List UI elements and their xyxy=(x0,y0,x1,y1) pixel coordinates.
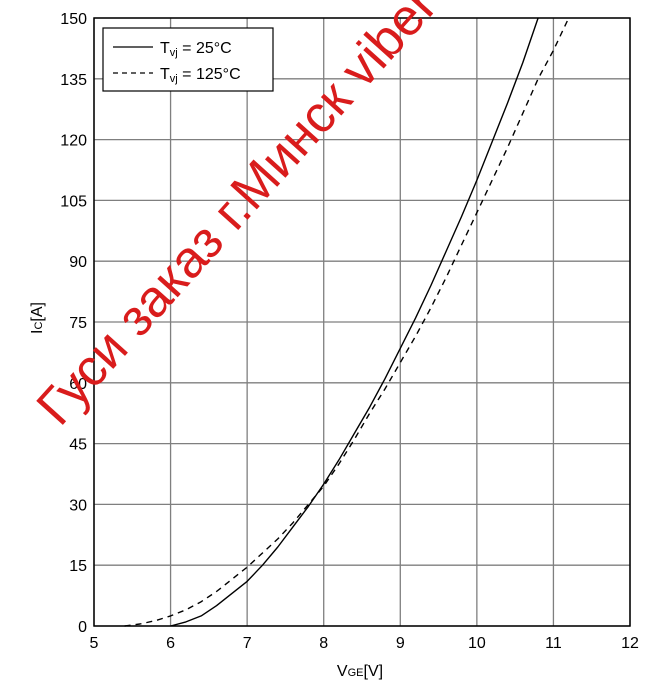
series-line-25c xyxy=(170,17,539,627)
legend-label-125c: Tvj = 125°C xyxy=(160,66,241,85)
y-tick-label: 45 xyxy=(69,437,87,454)
x-tick-label: 10 xyxy=(468,635,486,652)
x-axis-label: VGE[V] xyxy=(337,663,383,680)
y-tick-label: 75 xyxy=(69,315,87,332)
x-tick-label: 9 xyxy=(396,635,405,652)
y-tick-label: 105 xyxy=(60,193,87,210)
y-axis-label: IC[A] xyxy=(29,302,46,334)
y-tick-label: 120 xyxy=(60,133,87,150)
y-tick-label: 15 xyxy=(69,558,87,575)
y-tick-label: 135 xyxy=(60,72,87,89)
y-tick-label: 60 xyxy=(69,376,87,393)
x-tick-label: 12 xyxy=(621,635,639,652)
x-tick-label: 11 xyxy=(545,635,562,652)
x-tick-label: 5 xyxy=(90,635,99,652)
y-tick-label: 150 xyxy=(60,11,87,28)
x-tick-label: 8 xyxy=(319,635,328,652)
y-tick-label: 30 xyxy=(69,497,87,514)
x-tick-label: 7 xyxy=(243,635,252,652)
x-tick-label: 6 xyxy=(166,635,175,652)
y-tick-label: 0 xyxy=(78,619,87,636)
legend: Tvj = 25°C Tvj = 125°C xyxy=(102,27,274,92)
series-line-125c xyxy=(124,17,570,627)
series-layer xyxy=(124,17,570,627)
y-tick-label: 90 xyxy=(69,254,87,271)
plot-frame xyxy=(93,17,631,627)
legend-box xyxy=(102,27,274,92)
grid xyxy=(93,17,631,627)
legend-label-25c: Tvj = 25°C xyxy=(160,40,232,59)
